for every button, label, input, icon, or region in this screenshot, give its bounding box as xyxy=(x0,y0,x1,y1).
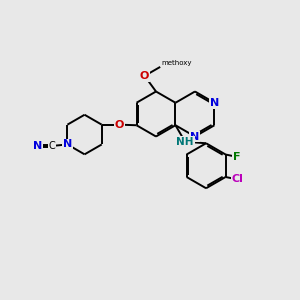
Text: Cl: Cl xyxy=(232,174,244,184)
Text: C: C xyxy=(48,141,55,151)
Text: O: O xyxy=(140,71,149,81)
Text: N: N xyxy=(190,131,200,142)
Text: N: N xyxy=(210,98,219,108)
Text: O: O xyxy=(114,120,124,130)
Text: N: N xyxy=(33,141,42,151)
Text: N: N xyxy=(63,140,72,149)
Text: methoxy: methoxy xyxy=(161,60,192,66)
Text: NH: NH xyxy=(176,137,194,147)
Text: F: F xyxy=(233,152,241,162)
